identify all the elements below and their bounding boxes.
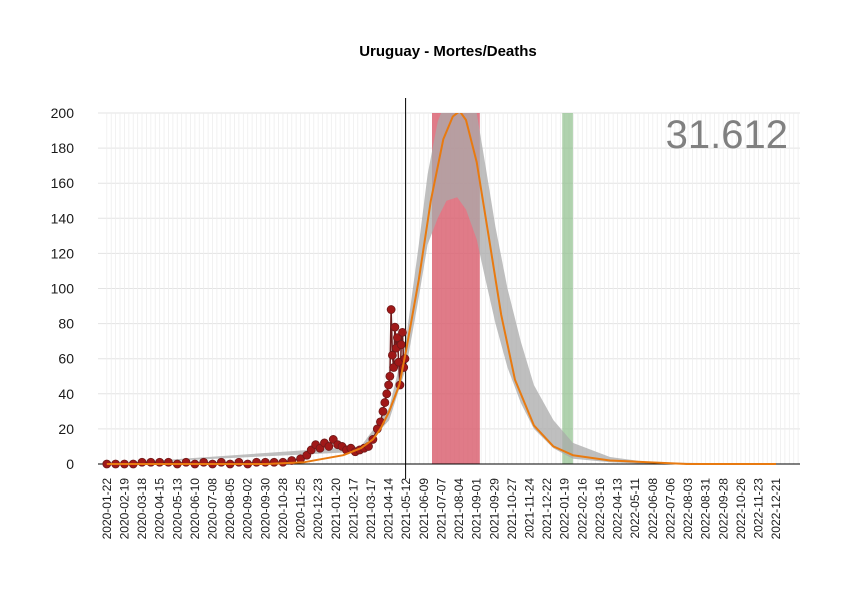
confidence-band-group [106,113,777,464]
x-tick-label: 2022-01-19 [558,478,572,540]
data-point [181,457,191,467]
x-tick-label: 2020-05-13 [170,478,184,540]
y-tick-label: 60 [58,351,74,367]
x-tick-label: 2020-07-08 [206,478,220,540]
data-point [252,457,261,467]
x-tick-label: 2020-03-18 [135,478,149,540]
data-point [387,350,397,360]
x-tick-label: 2022-08-03 [681,478,695,540]
data-point [380,398,390,407]
data-point [155,457,165,467]
data-point [269,457,279,467]
data-point [260,457,270,467]
y-tick-label: 100 [51,281,75,297]
green-band [562,113,573,464]
data-point [199,457,209,467]
x-tick-label: 2022-11-23 [752,478,766,539]
x-tick-label: 2022-08-31 [699,478,713,540]
grid-lines [98,112,800,465]
x-tick-label: 2022-03-16 [593,478,607,540]
y-tick-label: 200 [51,105,75,121]
data-point [398,327,407,337]
y-tick-label: 40 [58,386,74,402]
x-tick-label: 2020-10-28 [276,478,290,540]
data-point [385,371,395,381]
data-point [164,457,173,467]
x-tick-label: 2020-02-19 [117,478,131,540]
fit-curve [106,113,777,465]
x-tick-label: 2020-04-15 [153,478,167,540]
data-point [137,457,147,467]
chart-title: Uruguay - Mortes/Deaths [359,43,537,60]
data-series-line [106,309,406,465]
x-tick-label: 2021-03-17 [364,478,378,540]
y-tick-label: 80 [58,316,74,332]
x-tick-label: 2020-06-10 [188,478,202,540]
x-tick-label: 2022-05-11 [628,478,642,539]
x-tick-label: 2021-12-22 [540,478,554,540]
x-tick-label: 2021-09-29 [487,478,501,540]
x-tick-label: 2020-01-22 [100,478,114,540]
x-tick-label: 2022-09-28 [716,478,730,540]
x-tick-label: 2020-09-30 [258,478,272,540]
data-point [386,305,396,314]
x-tick-label: 2021-01-20 [329,478,343,540]
fit-curve-group [106,113,777,465]
x-tick-label: 2021-02-17 [346,478,360,540]
data-point [382,389,392,399]
x-tick-labels: 2020-01-22 2020-02-19 2020-03-18 2020-04-15… [100,478,783,540]
data-point [146,457,156,467]
data-point [234,457,244,467]
data-point [384,380,394,390]
x-tick-label: 2021-07-07 [435,478,449,540]
data-point [396,340,406,350]
y-tick-label: 120 [51,245,75,261]
x-tick-label: 2021-11-24 [523,478,537,539]
x-tick-label: 2022-12-21 [769,478,783,540]
y-tick-label: 140 [51,210,75,226]
x-tick-label: 2021-06-09 [417,478,431,540]
x-tick-label: 2022-04-13 [611,478,625,540]
x-tick-label: 2021-10-27 [505,478,519,540]
confidence-band [106,113,777,464]
y-tick-labels: 0 20 40 60 80 100 120 140 160 180 200 [51,105,75,472]
data-point [216,457,226,467]
x-tick-label: 2022-02-16 [575,478,589,540]
data-point [389,363,399,372]
x-tick-label: 2022-10-26 [734,478,748,540]
x-tick-label: 2022-06-08 [646,478,660,540]
data-point [390,322,400,332]
x-tick-label: 2021-05-12 [399,478,413,540]
x-tick-label: 2020-12-23 [311,478,325,540]
y-tick-label: 0 [66,456,74,472]
x-tick-label: 2020-09-02 [241,478,255,540]
x-tick-label: 2022-07-06 [663,478,677,540]
x-tick-label: 2021-04-14 [382,478,396,540]
x-tick-label: 2021-08-04 [452,478,466,540]
y-tick-label: 160 [51,175,75,191]
data-point [378,406,388,416]
data-point [393,333,402,343]
x-tick-label: 2020-11-25 [294,478,308,539]
y-tick-label: 180 [51,140,75,156]
total-deaths-label: 31.612 [666,113,788,157]
x-tick-label: 2021-09-01 [470,478,484,540]
data-point [324,442,334,451]
y-tick-label: 20 [58,421,74,437]
x-tick-label: 2020-08-05 [223,478,237,540]
